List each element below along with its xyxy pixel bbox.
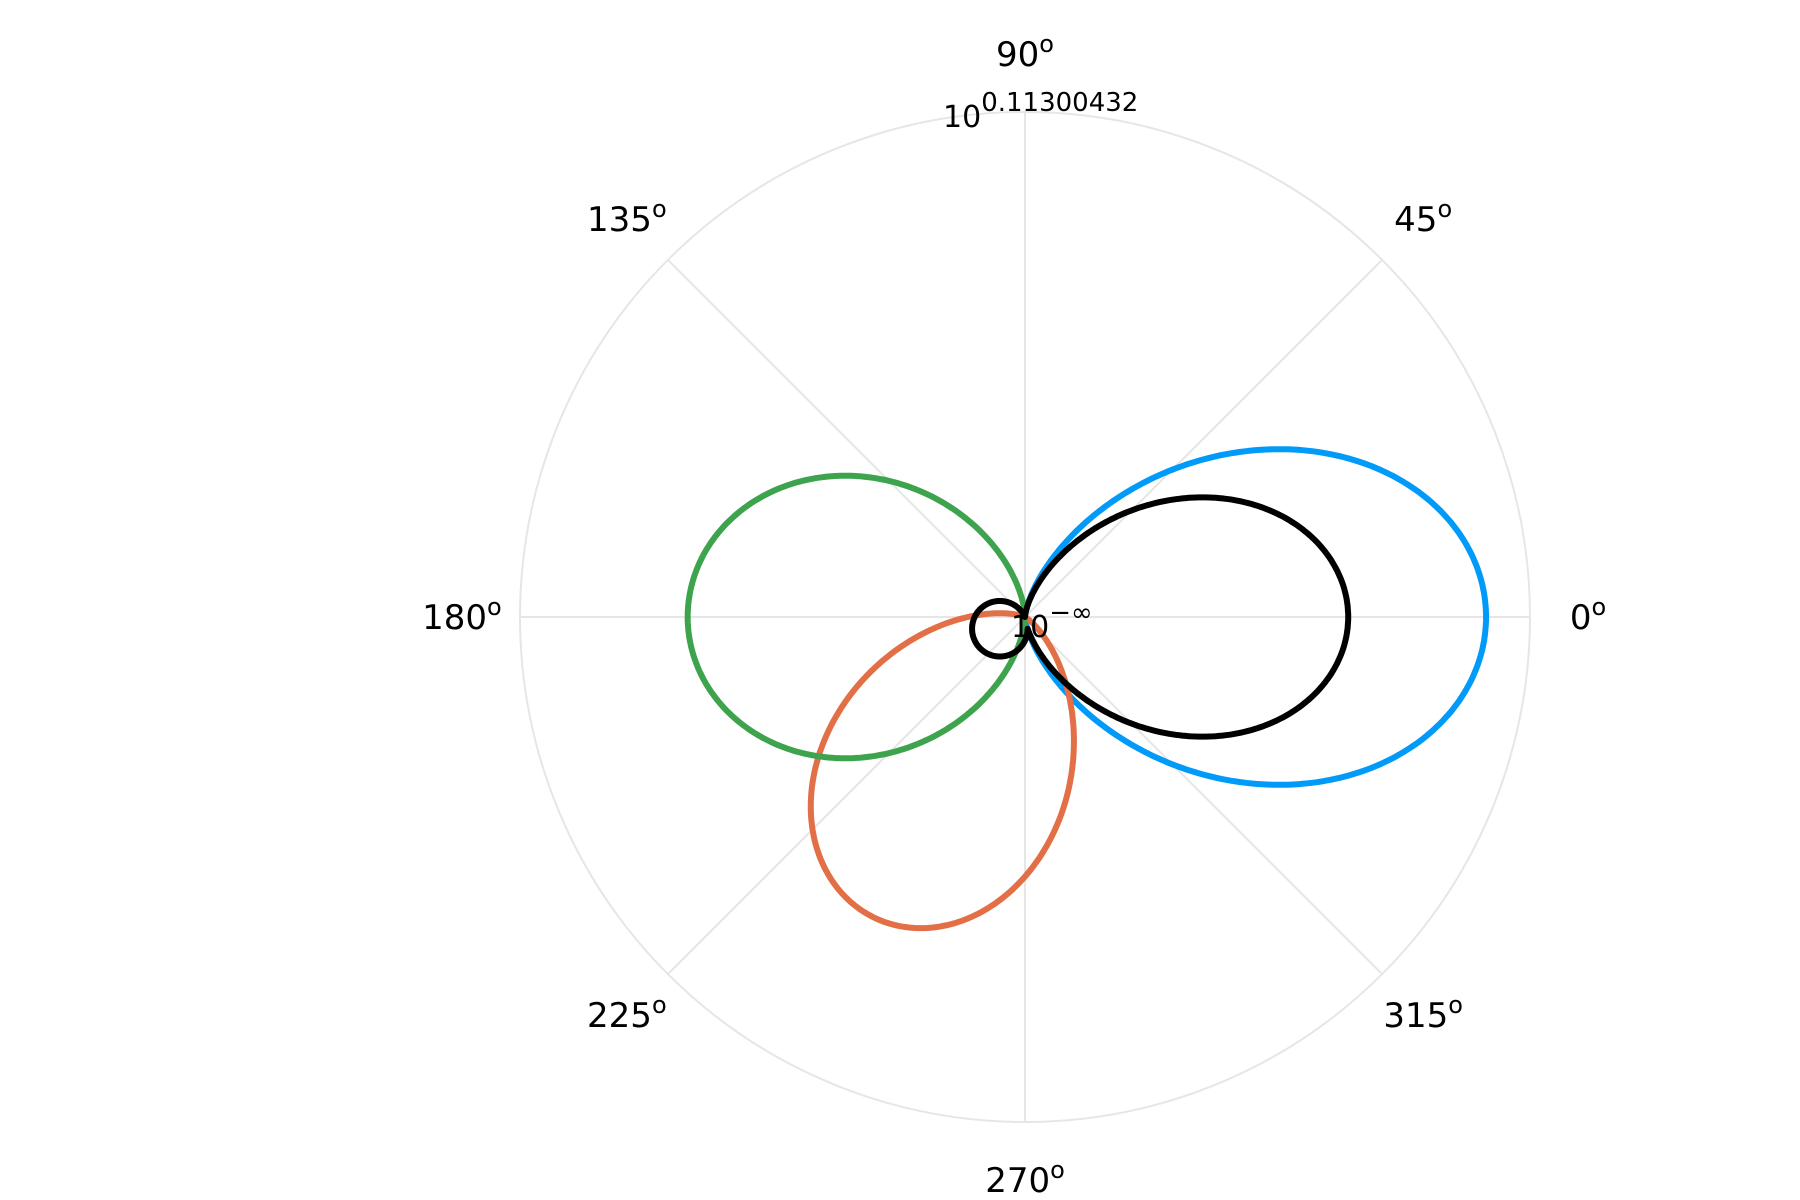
angle-tick-label-180: 180o <box>422 593 502 638</box>
angle-tick-label-0: 0o <box>1570 593 1606 638</box>
angle-tick-label-270: 270o <box>985 1156 1065 1200</box>
angular-gridline-315 <box>1024 616 1383 975</box>
axis-labels: 0o 45o 90o 135o 180o 225o 270o 315o 10−∞ 100.1130… <box>422 30 1606 1200</box>
angular-gridline-225 <box>667 616 1026 975</box>
angular-gridline-45 <box>1024 259 1383 618</box>
angle-tick-label-315: 315o <box>1383 991 1463 1036</box>
radial-tick-label-outer: 100.11300432 <box>943 88 1138 135</box>
series-line-4 <box>969 494 1352 740</box>
angle-tick-label-90: 90o <box>996 30 1054 75</box>
series-line-2 <box>807 610 1077 932</box>
angle-tick-label-45: 45o <box>1394 195 1452 240</box>
polar-grid <box>519 111 1531 1123</box>
radial-tick-label-center: 10−∞ <box>1011 598 1093 645</box>
angle-tick-label-135: 135o <box>587 195 667 240</box>
angular-gridline-135 <box>667 259 1026 618</box>
series-line-3 <box>684 472 1028 762</box>
angle-tick-label-225: 225o <box>587 991 667 1036</box>
series-layer <box>684 446 1490 932</box>
